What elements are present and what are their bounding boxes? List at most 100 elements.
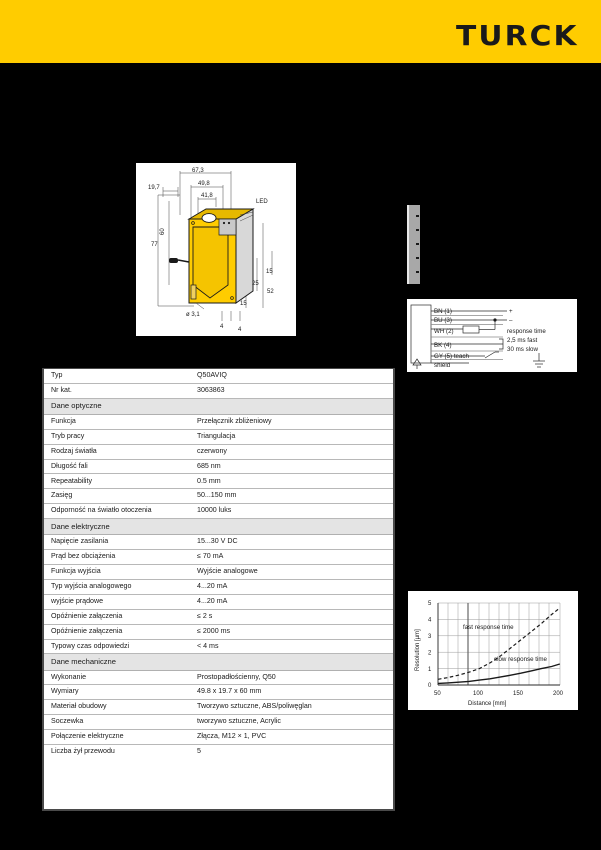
wire-label-bk: BK (4) — [434, 342, 452, 349]
ytick-5: 5 — [428, 601, 432, 607]
spec-key: Typ — [44, 369, 190, 384]
section-title: Dane elektryczne — [44, 518, 393, 536]
sensor-side-view — [407, 205, 420, 284]
svg-text:49,8: 49,8 — [198, 181, 210, 187]
spec-key: Prąd bez obciążenia — [44, 549, 190, 566]
svg-text:19,7: 19,7 — [148, 185, 160, 191]
spec-key: Wykonanie — [44, 670, 190, 686]
spec-key: Nr kat. — [44, 383, 190, 399]
specifications-panel: Typ Q50AVIQ Nr kat. 3063863 Dane optyczne Fun… — [42, 368, 395, 811]
table-row: Funkcja Przełącznik zbliżeniowy — [44, 414, 393, 430]
wire-label-bu: BU (3) — [434, 317, 452, 324]
xtick-150: 150 — [513, 691, 524, 697]
svg-text:15: 15 — [240, 301, 247, 307]
note-slow: 30 ms slow — [507, 346, 538, 353]
wire-label-wh: WH (2) — [434, 328, 454, 335]
spec-key: Napięcie zasilania — [44, 534, 190, 551]
polarity-plus: + — [509, 308, 513, 315]
series-fast-response — [437, 607, 561, 680]
table-row: Wymiary 49.8 x 19.7 x 60 mm — [44, 684, 393, 701]
spec-key: Wymiary — [44, 684, 190, 701]
spec-value: 5 — [197, 747, 201, 756]
table-row: Liczba żył przewodu 5 — [44, 744, 393, 758]
spec-key: wyjście prądowe — [44, 594, 190, 610]
table-row: Tryb pracy Triangulacja — [44, 429, 393, 445]
spec-value: Tworzywo sztuczne, ABS/poliwęglan — [190, 699, 393, 716]
table-section-row: Dane mechaniczne — [44, 653, 393, 671]
spec-value: 49.8 x 19.7 x 60 mm — [190, 684, 393, 701]
page-header: TURCK — [0, 0, 601, 63]
ytick-4: 4 — [428, 618, 432, 624]
spec-value: 4...20 mA — [190, 594, 393, 610]
chart-ylabel: Resolution [µm] — [415, 629, 421, 671]
table-row: Prąd bez obciążenia ≤ 70 mA — [44, 549, 393, 566]
table-row: Połączenie elektryczne Złącza, M12 × 1, P… — [44, 729, 393, 745]
spec-key: Długość fali — [44, 459, 190, 475]
spec-value: < 4 ms — [190, 639, 393, 655]
table-row: Wykonanie Prostopadłościenny, Q50 — [44, 670, 393, 686]
chart-axes — [437, 603, 560, 686]
wire-label-bn: BN (1) — [434, 308, 452, 315]
spec-value: Triangulacja — [190, 429, 393, 445]
spec-key: Soczewka — [44, 714, 190, 731]
spec-value: 15...30 V DC — [190, 534, 393, 551]
table-row: Opóźnienie załączenia ≤ 2 s — [44, 609, 393, 625]
table-row: wyjście prądowe 4...20 mA — [44, 594, 393, 610]
ytick-3: 3 — [428, 634, 432, 640]
svg-text:77: 77 — [151, 242, 158, 248]
table-row: Odporność na światło otoczenia 10000 luks — [44, 503, 393, 520]
led-label: LED — [256, 199, 268, 205]
spec-value: 3063863 — [190, 383, 393, 399]
dimension-labels: 67,3 49,8 41,8 19,7 60 77 15 25 52 15 ø … — [148, 168, 274, 333]
spec-key: Funkcja — [44, 414, 190, 430]
ytick-1: 1 — [428, 667, 432, 673]
polarity-minus: – — [509, 317, 513, 324]
spec-value: tworzywo sztuczne, Acrylic — [190, 714, 393, 731]
svg-text:ø 3,1: ø 3,1 — [186, 312, 200, 318]
svg-text:15: 15 — [266, 269, 273, 275]
svg-text:4: 4 — [238, 327, 242, 333]
svg-text:60: 60 — [160, 228, 166, 235]
wire-label-shield: shield — [434, 362, 451, 369]
note-fast: 2,5 ms fast — [507, 337, 538, 344]
spec-key: Opóźnienie załączenia — [44, 624, 190, 640]
svg-text:25: 25 — [252, 281, 259, 287]
spec-value: Prostopadłościenny, Q50 — [190, 670, 393, 686]
table-row: Nr kat. 3063863 — [44, 383, 393, 399]
spec-key: Typowy czas odpowiedzi — [44, 639, 190, 655]
note-response-time: response time — [507, 328, 546, 335]
specifications-table: Typ Q50AVIQ Nr kat. 3063863 Dane optyczne Fun… — [44, 369, 393, 759]
chart-labels: 5 4 3 2 1 0 50 100 150 200 Distance [mm]… — [415, 601, 564, 707]
ytick-2: 2 — [428, 650, 432, 656]
annotation-fast: fast response time — [463, 624, 514, 631]
spec-value: 10000 luks — [190, 503, 393, 520]
wiring-labels: BN (1) BU (3) WH (2) BK (4) GY (5) teach… — [434, 308, 546, 369]
spec-key: Zasięg — [44, 488, 190, 505]
spec-key: Odporność na światło otoczenia — [44, 503, 190, 520]
section-title: Dane optyczne — [44, 397, 393, 415]
table-row: Rodzaj światła czerwony — [44, 444, 393, 460]
spec-key: Rodzaj światła — [44, 444, 190, 460]
spec-value: Wyjście analogowe — [190, 564, 393, 580]
spec-value: 0.5 mm — [190, 473, 393, 490]
ytick-0: 0 — [428, 683, 432, 689]
svg-text:4: 4 — [220, 324, 224, 330]
table-row: Soczewka tworzywo sztuczne, Acrylic — [44, 714, 393, 731]
chart-gridlines — [437, 602, 561, 686]
spec-key: Połączenie elektryczne — [44, 729, 190, 745]
spec-value: Przełącznik zbliżeniowy — [190, 414, 393, 430]
spec-value: 50...150 mm — [190, 488, 393, 505]
table-row: Zasięg 50...150 mm — [44, 488, 393, 505]
series-slow-response — [437, 663, 561, 685]
spec-key: Opóźnienie załączenia — [44, 609, 190, 625]
resolution-chart-svg: 5 4 3 2 1 0 50 100 150 200 Distance [mm]… — [415, 601, 564, 707]
spec-value: czerwony — [190, 444, 393, 460]
annotation-slow: slow response time — [494, 656, 548, 663]
table-section-row: Dane elektryczne — [44, 518, 393, 536]
table-row: Napięcie zasilania 15...30 V DC — [44, 534, 393, 551]
wiring-diagram-panel: BN (1) BU (3) WH (2) BK (4) GY (5) teach… — [407, 299, 577, 372]
xtick-100: 100 — [473, 691, 484, 697]
product-drawing-svg: 67,3 49,8 41,8 19,7 60 77 15 25 52 15 ø … — [148, 168, 274, 333]
chart-xlabel: Distance [mm] — [468, 701, 507, 707]
svg-text:41,8: 41,8 — [201, 193, 213, 199]
